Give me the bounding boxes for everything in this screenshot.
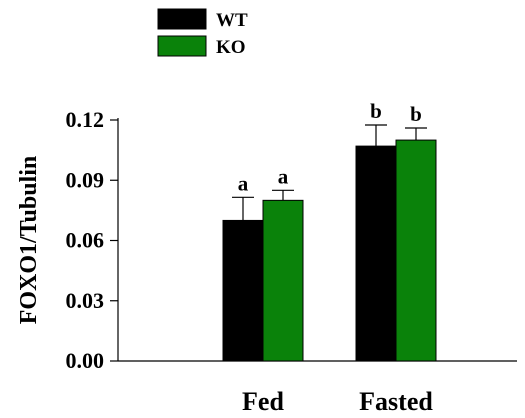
bar-KO-Fed: [262, 199, 304, 362]
bar-WT-Fed: [222, 219, 264, 362]
y-axis-label: FOXO1/Tubulin: [16, 156, 42, 325]
sig-label-KO-Fed: a: [278, 164, 289, 188]
bar-WT-Fasted: [355, 145, 397, 362]
legend-swatch-KO: [157, 35, 207, 57]
y-tick-label-2: 0.06: [66, 228, 105, 253]
x-tick-label-1: Fasted: [359, 387, 433, 416]
sig-label-WT-Fasted: b: [370, 99, 382, 123]
bar-KO-Fasted: [395, 139, 437, 362]
x-tick-label-0: Fed: [242, 387, 284, 416]
legend: WT KO: [157, 8, 248, 58]
sig-label-KO-Fasted: b: [410, 102, 422, 126]
legend-swatch-WT: [157, 8, 207, 30]
y-tick-label-1: 0.03: [66, 288, 105, 313]
axes: 0.00 0.03 0.06 0.09 0.12 Fed Fasted: [66, 107, 517, 416]
legend-label-KO: KO: [216, 37, 246, 58]
y-tick-label-3: 0.09: [66, 167, 105, 192]
legend-label-WT: WT: [216, 10, 248, 31]
bars: a a b b: [222, 99, 437, 362]
sig-label-WT-Fed: a: [238, 171, 249, 195]
y-tick-label-0: 0.00: [66, 348, 105, 373]
y-tick-label-4: 0.12: [66, 107, 105, 132]
